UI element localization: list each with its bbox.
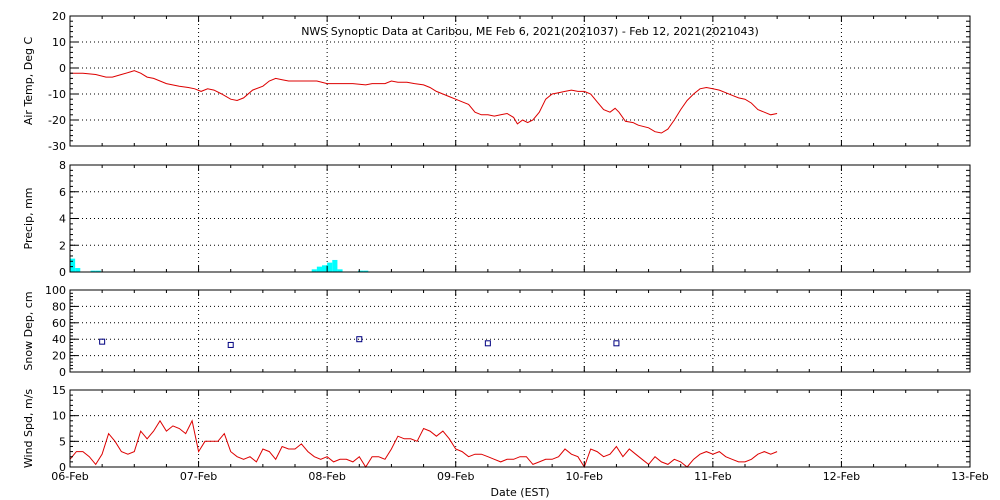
precip-bar bbox=[358, 270, 364, 272]
precip-bar bbox=[311, 269, 317, 272]
y-tick-label: 4 bbox=[59, 213, 66, 226]
y-tick-label: 6 bbox=[59, 186, 66, 199]
panel-wind: 0 5 10 15 Wind Spd, m/s bbox=[22, 384, 971, 474]
y-axis-label-wind: Wind Spd, m/s bbox=[22, 389, 35, 469]
y-tick-label: -30 bbox=[48, 140, 66, 153]
y-tick-label: 0 bbox=[59, 461, 66, 474]
y-tick-label: 2 bbox=[59, 239, 66, 252]
precip-bar bbox=[90, 270, 96, 272]
precip-bar bbox=[95, 270, 101, 272]
panel-snow: 0 20 40 60 80 100 Snow Dep, cm bbox=[22, 284, 971, 379]
snow-depth-marker bbox=[613, 340, 620, 347]
x-tick-label: 08-Feb bbox=[308, 470, 345, 483]
y-tick-label: 5 bbox=[59, 435, 66, 448]
y-tick-label: 80 bbox=[52, 300, 66, 313]
snow-depth-marker bbox=[99, 338, 106, 345]
y-tick-label: 40 bbox=[52, 333, 66, 346]
y-axis-label-snow: Snow Dep, cm bbox=[22, 291, 35, 370]
y-tick-label: 8 bbox=[59, 159, 66, 172]
snow-depth-marker bbox=[227, 341, 234, 348]
x-tick-label: 07-Feb bbox=[180, 470, 217, 483]
x-tick-label: 06-Feb bbox=[51, 470, 88, 483]
snow-depth-marker bbox=[356, 336, 363, 343]
x-axis-label: Date (EST) bbox=[490, 486, 549, 499]
x-tick-label: 13-Feb bbox=[951, 470, 988, 483]
series-line-temp bbox=[70, 70, 778, 134]
y-tick-label: 15 bbox=[52, 384, 66, 397]
series-line-wind bbox=[69, 419, 778, 469]
x-tick-label: 11-Feb bbox=[694, 470, 731, 483]
y-axis-label-temp: Air Temp, Deg C bbox=[22, 37, 35, 126]
precip-bar bbox=[316, 266, 322, 272]
y-tick-label: 20 bbox=[52, 350, 66, 363]
y-tick-label: -10 bbox=[48, 88, 66, 101]
y-tick-label: 10 bbox=[52, 410, 66, 423]
y-axis-label-precip: Precip, mm bbox=[22, 188, 35, 250]
precip-bar bbox=[322, 265, 328, 272]
panels: -30 -20 -10 0 10 20 Air Temp, Deg C 0 2 4 6 8 Precip… bbox=[22, 10, 989, 483]
y-tick-label: 10 bbox=[52, 36, 66, 49]
precip-bar bbox=[327, 262, 333, 272]
y-tick-label: 0 bbox=[59, 266, 66, 279]
y-tick-label: 20 bbox=[52, 10, 66, 23]
y-tick-label: 60 bbox=[52, 317, 66, 330]
precip-bar bbox=[363, 270, 369, 272]
x-tick-label: 09-Feb bbox=[437, 470, 474, 483]
precip-bar bbox=[75, 267, 81, 272]
panel-frame-snow bbox=[69, 289, 971, 373]
precip-bar bbox=[332, 259, 338, 272]
panel-precip: 0 2 4 6 8 Precip, mm bbox=[22, 159, 971, 279]
y-tick-label: -20 bbox=[48, 114, 66, 127]
y-tick-label: 100 bbox=[45, 284, 66, 297]
precip-bar bbox=[70, 258, 76, 272]
panel-frame-wind bbox=[69, 389, 971, 468]
chart-title: NWS Synoptic Data at Caribou, ME Feb 6, … bbox=[301, 25, 759, 38]
panel-temp: -30 -20 -10 0 10 20 Air Temp, Deg C bbox=[22, 10, 971, 153]
x-tick-label: 10-Feb bbox=[566, 470, 603, 483]
snow-depth-marker bbox=[484, 340, 491, 347]
x-tick-label: 12-Feb bbox=[823, 470, 860, 483]
y-tick-label: 0 bbox=[59, 366, 66, 379]
precip-bar bbox=[337, 269, 343, 272]
y-tick-label: 0 bbox=[59, 62, 66, 75]
